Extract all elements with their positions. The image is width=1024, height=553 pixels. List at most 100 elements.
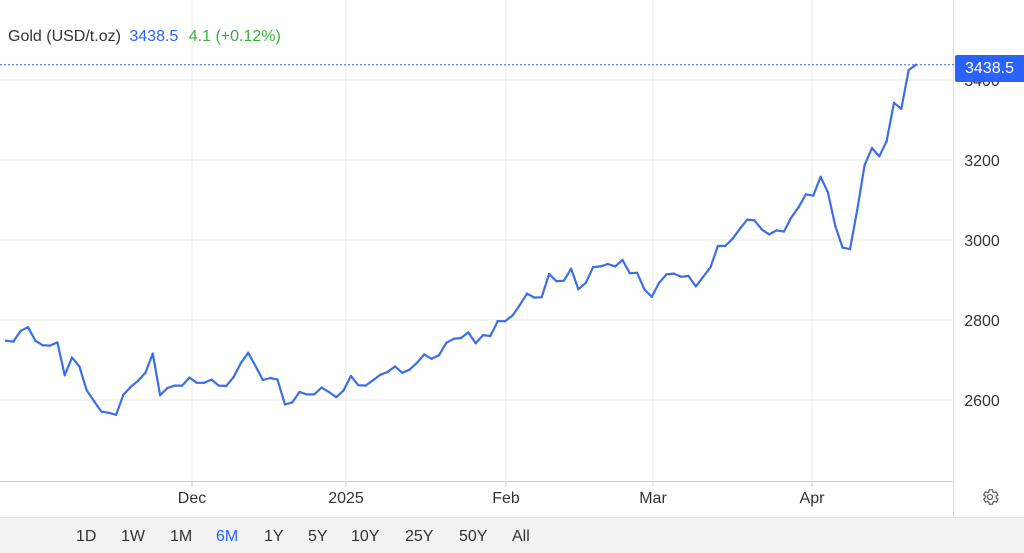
data-point <box>4 339 8 342</box>
data-point <box>276 378 279 381</box>
data-point <box>136 379 140 382</box>
data-point <box>430 357 433 360</box>
range-button-1m[interactable]: 1M <box>170 528 193 545</box>
data-point <box>195 381 198 384</box>
data-point <box>56 341 59 344</box>
data-point <box>555 280 558 283</box>
range-button-6m[interactable]: 6M <box>216 528 239 545</box>
data-point <box>643 288 646 291</box>
range-button-1d[interactable]: 1D <box>76 528 97 545</box>
data-point <box>78 365 81 368</box>
range-button-all[interactable]: All <box>512 528 530 545</box>
data-point <box>210 378 213 381</box>
data-point <box>914 63 918 66</box>
data-point <box>63 374 66 377</box>
range-button-5y[interactable]: 5Y <box>308 528 328 545</box>
data-point <box>225 384 228 388</box>
data-point <box>129 385 132 388</box>
x-tick-label: Mar <box>639 490 667 507</box>
range-button-50y[interactable]: 50Y <box>459 528 488 545</box>
x-tick-label: Dec <box>178 490 206 507</box>
data-point <box>746 218 749 221</box>
range-selector: 1D 1W 1M 6M 1Y 5Y 10Y 25Y 50Y All <box>0 517 1024 553</box>
data-point <box>628 272 631 275</box>
data-point <box>702 275 705 278</box>
data-point <box>540 296 543 299</box>
data-point <box>122 393 125 396</box>
data-point <box>202 381 206 384</box>
data-point <box>841 246 844 249</box>
data-point <box>760 228 764 231</box>
current-price: 3438.5 <box>129 28 179 45</box>
price-points <box>4 63 918 416</box>
instrument-name: Gold (USD/t.oz) <box>8 28 121 45</box>
data-point <box>694 285 697 288</box>
y-tick-label: 2600 <box>964 393 1000 410</box>
data-point <box>518 304 521 307</box>
data-point <box>635 271 639 274</box>
x-axis-ticks: Dec 2025 Feb Mar Apr <box>178 481 825 507</box>
x-tick-label: 2025 <box>328 490 364 507</box>
data-point <box>797 206 800 209</box>
data-point <box>562 279 565 282</box>
data-point <box>393 365 397 368</box>
data-point <box>591 266 595 269</box>
range-button-10y[interactable]: 10Y <box>351 528 380 545</box>
x-tick-label: Feb <box>492 490 520 507</box>
data-point <box>364 384 367 387</box>
range-button-1w[interactable]: 1W <box>121 528 145 545</box>
data-point <box>232 376 235 379</box>
y-tick-label: 3200 <box>964 153 1000 170</box>
data-point <box>92 400 96 403</box>
data-point <box>437 354 441 357</box>
data-point <box>870 146 874 150</box>
data-point <box>114 413 118 416</box>
data-point <box>533 296 536 299</box>
data-point <box>569 267 573 270</box>
data-point <box>313 393 316 396</box>
data-point <box>41 344 44 347</box>
data-point <box>650 295 653 298</box>
last-price-tag: 3438.5 <box>955 55 1024 82</box>
data-point <box>738 227 742 230</box>
y-tick-label: 2800 <box>964 313 1000 330</box>
data-point <box>415 361 419 364</box>
data-point <box>320 386 323 389</box>
data-point <box>878 155 881 158</box>
data-point <box>408 368 411 371</box>
data-point <box>709 266 712 269</box>
data-point <box>826 191 830 194</box>
gear-icon[interactable] <box>980 487 1000 507</box>
data-point <box>254 364 257 368</box>
data-point <box>357 384 360 387</box>
range-button-25y[interactable]: 25Y <box>405 528 434 545</box>
data-point <box>856 208 859 211</box>
chart-header: Gold (USD/t.oz) 3438.5 4.1 (+0.12%) <box>8 28 281 46</box>
data-point <box>731 237 734 240</box>
data-point <box>386 370 389 374</box>
data-point <box>261 378 265 382</box>
data-point <box>26 326 30 329</box>
data-point <box>107 411 110 414</box>
data-point <box>892 101 896 105</box>
data-point <box>247 351 250 354</box>
y-tick-label: 3000 <box>964 233 1000 250</box>
data-point <box>452 337 455 340</box>
data-point <box>848 248 852 251</box>
data-point <box>70 356 74 359</box>
data-point <box>180 384 184 387</box>
data-point <box>782 230 786 233</box>
data-point <box>621 258 624 262</box>
data-point <box>166 386 169 390</box>
data-point <box>239 362 242 365</box>
data-point <box>217 384 220 387</box>
data-point <box>900 107 903 111</box>
data-point <box>445 341 448 344</box>
data-point <box>525 292 529 295</box>
data-point <box>716 244 720 248</box>
data-point <box>371 379 375 382</box>
data-point <box>547 272 551 276</box>
range-button-1y[interactable]: 1Y <box>264 528 284 545</box>
data-point <box>85 389 88 392</box>
